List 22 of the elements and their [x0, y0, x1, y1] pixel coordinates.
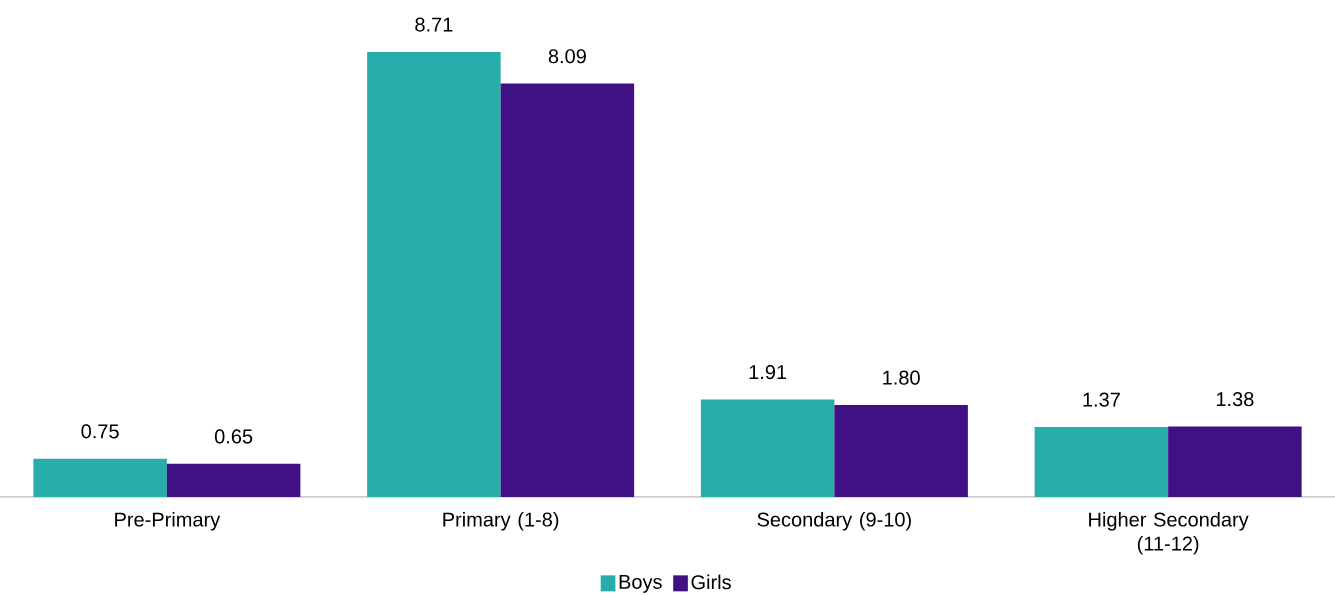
- bar: [834, 405, 968, 497]
- bar: [1168, 426, 1302, 497]
- bar: [367, 51, 501, 497]
- legend-label: Boys: [619, 574, 662, 593]
- data-label: 1.37: [1083, 392, 1120, 407]
- x-tick-label: Secondary (9-10): [757, 511, 911, 531]
- data-label: 0.65: [214, 429, 253, 444]
- data-label: 8.71: [415, 17, 453, 32]
- data-label: 1.38: [1216, 392, 1254, 407]
- data-label: 1.91: [749, 364, 787, 380]
- bar: [33, 458, 167, 497]
- data-label: 8.09: [548, 49, 586, 64]
- bar: [1034, 426, 1169, 497]
- bar: [700, 399, 835, 497]
- data-label: 0.75: [81, 424, 119, 439]
- legend-label: Girls: [691, 574, 731, 590]
- bar: [166, 463, 301, 497]
- x-tick-label: Primary (1-8): [443, 511, 559, 531]
- bar: [500, 83, 635, 497]
- data-label: 1.80: [883, 370, 920, 385]
- x-tick-label: Pre-Primary: [115, 511, 221, 531]
- x-tick-label: Higher Secondary (11-12): [1089, 511, 1249, 555]
